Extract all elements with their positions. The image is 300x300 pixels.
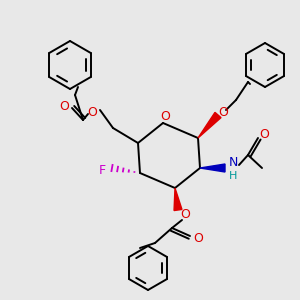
Text: O: O	[259, 128, 269, 142]
Polygon shape	[174, 188, 182, 211]
Text: O: O	[160, 110, 170, 124]
Text: O: O	[180, 208, 190, 221]
Text: O: O	[59, 100, 69, 112]
Polygon shape	[200, 164, 225, 172]
Text: O: O	[193, 232, 203, 244]
Text: F: F	[98, 164, 106, 176]
Text: O: O	[87, 106, 97, 118]
Text: O: O	[218, 106, 228, 118]
Text: N: N	[228, 157, 238, 169]
Text: H: H	[229, 171, 237, 181]
Polygon shape	[198, 112, 221, 138]
